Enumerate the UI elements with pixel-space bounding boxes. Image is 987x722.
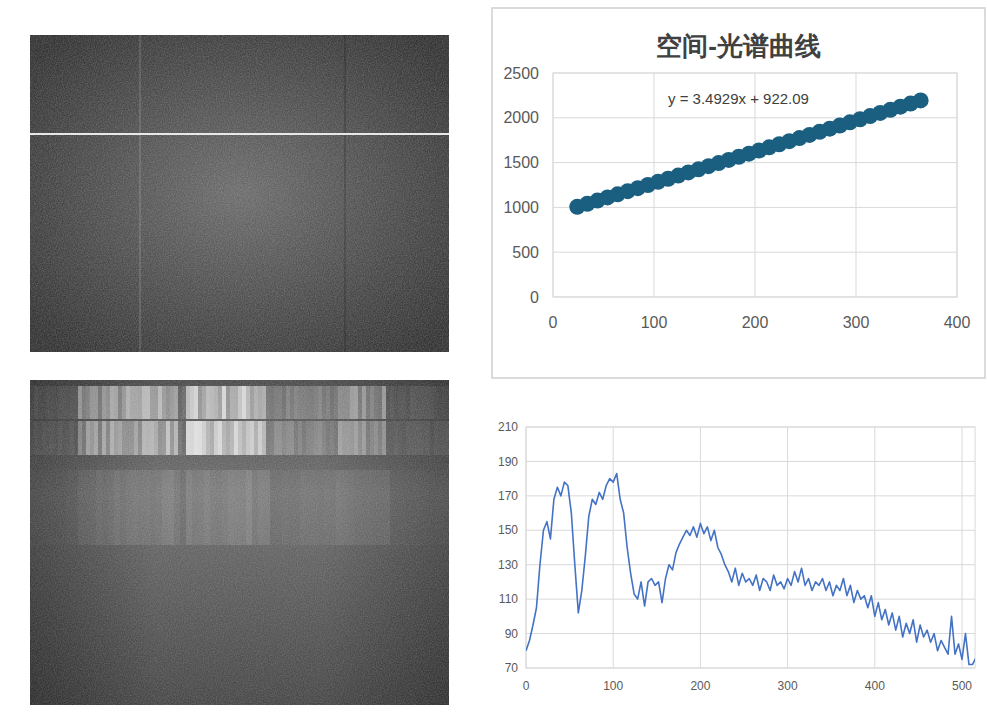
y-grid-line	[526, 564, 975, 565]
image-background	[30, 35, 449, 352]
x-grid-line	[856, 73, 857, 297]
chart-title: 空间-光谱曲线	[656, 31, 821, 61]
x-tick-label: 300	[778, 679, 798, 693]
x-grid-line	[962, 427, 963, 668]
y-tick-label: 210	[498, 420, 518, 434]
plot-frame	[526, 427, 975, 668]
x-grid-line	[613, 427, 614, 668]
top-image	[30, 35, 449, 352]
y-grid-line	[526, 461, 975, 462]
y-tick-label: 500	[512, 244, 539, 261]
trendline-equation: y = 3.4929x + 922.09	[668, 90, 809, 107]
x-grid-line	[787, 427, 788, 668]
x-tick-label: 300	[843, 314, 870, 331]
y-tick-label: 2000	[503, 109, 539, 126]
chart-1: 0 500 1000 1500 2000 2500 0 100 200 300 400 空间-光谱曲线…	[492, 8, 985, 378]
figure: 050010001500200025000100200300400空间-光谱曲线…	[0, 0, 987, 722]
y-tick-label: 190	[498, 455, 518, 469]
x-tick-label: 200	[690, 679, 710, 693]
x-grid-line	[700, 427, 701, 668]
y-tick-label: 110	[499, 592, 518, 606]
x-tick-label: 500	[952, 679, 972, 693]
x-tick-label: 400	[944, 314, 971, 331]
plot-frame	[553, 73, 957, 297]
image-noise	[30, 380, 449, 705]
y-grid-line	[526, 495, 975, 496]
marks	[569, 92, 928, 214]
y-tick-label: 1000	[503, 199, 539, 216]
x-tick-label: 400	[865, 679, 885, 693]
line-series	[526, 473, 975, 664]
laser-line	[30, 133, 449, 135]
image-background	[30, 380, 449, 705]
image-vignette	[30, 380, 449, 705]
x-tick-label: 0	[523, 679, 530, 693]
y-grid-line	[526, 599, 975, 600]
y-tick-label: 90	[505, 627, 519, 641]
bottom-image	[30, 380, 450, 705]
x-tick-label: 100	[641, 314, 668, 331]
y-tick-label: 130	[498, 558, 518, 572]
y-tick-label: 1500	[503, 154, 539, 171]
y-tick-label: 2500	[503, 65, 539, 82]
y-tick-label: 0	[530, 289, 539, 306]
scatter-point	[913, 92, 929, 108]
y-tick-label: 70	[505, 661, 519, 675]
image-streak	[344, 35, 346, 352]
y-tick-label: 170	[498, 489, 518, 503]
image-noise	[30, 35, 449, 352]
y-tick-label: 150	[498, 523, 518, 537]
chart-frame	[492, 8, 985, 378]
y-grid-line	[526, 530, 975, 531]
image-streak	[139, 35, 141, 352]
y-grid-line	[526, 633, 975, 634]
x-tick-label: 200	[742, 314, 769, 331]
chart-2: 70 90 110 130 150 170 190 210 0 100 200 300 400 500	[498, 420, 976, 693]
marks	[526, 473, 975, 664]
x-tick-label: 0	[549, 314, 558, 331]
x-tick-label: 100	[603, 679, 623, 693]
x-grid-line	[874, 427, 875, 668]
